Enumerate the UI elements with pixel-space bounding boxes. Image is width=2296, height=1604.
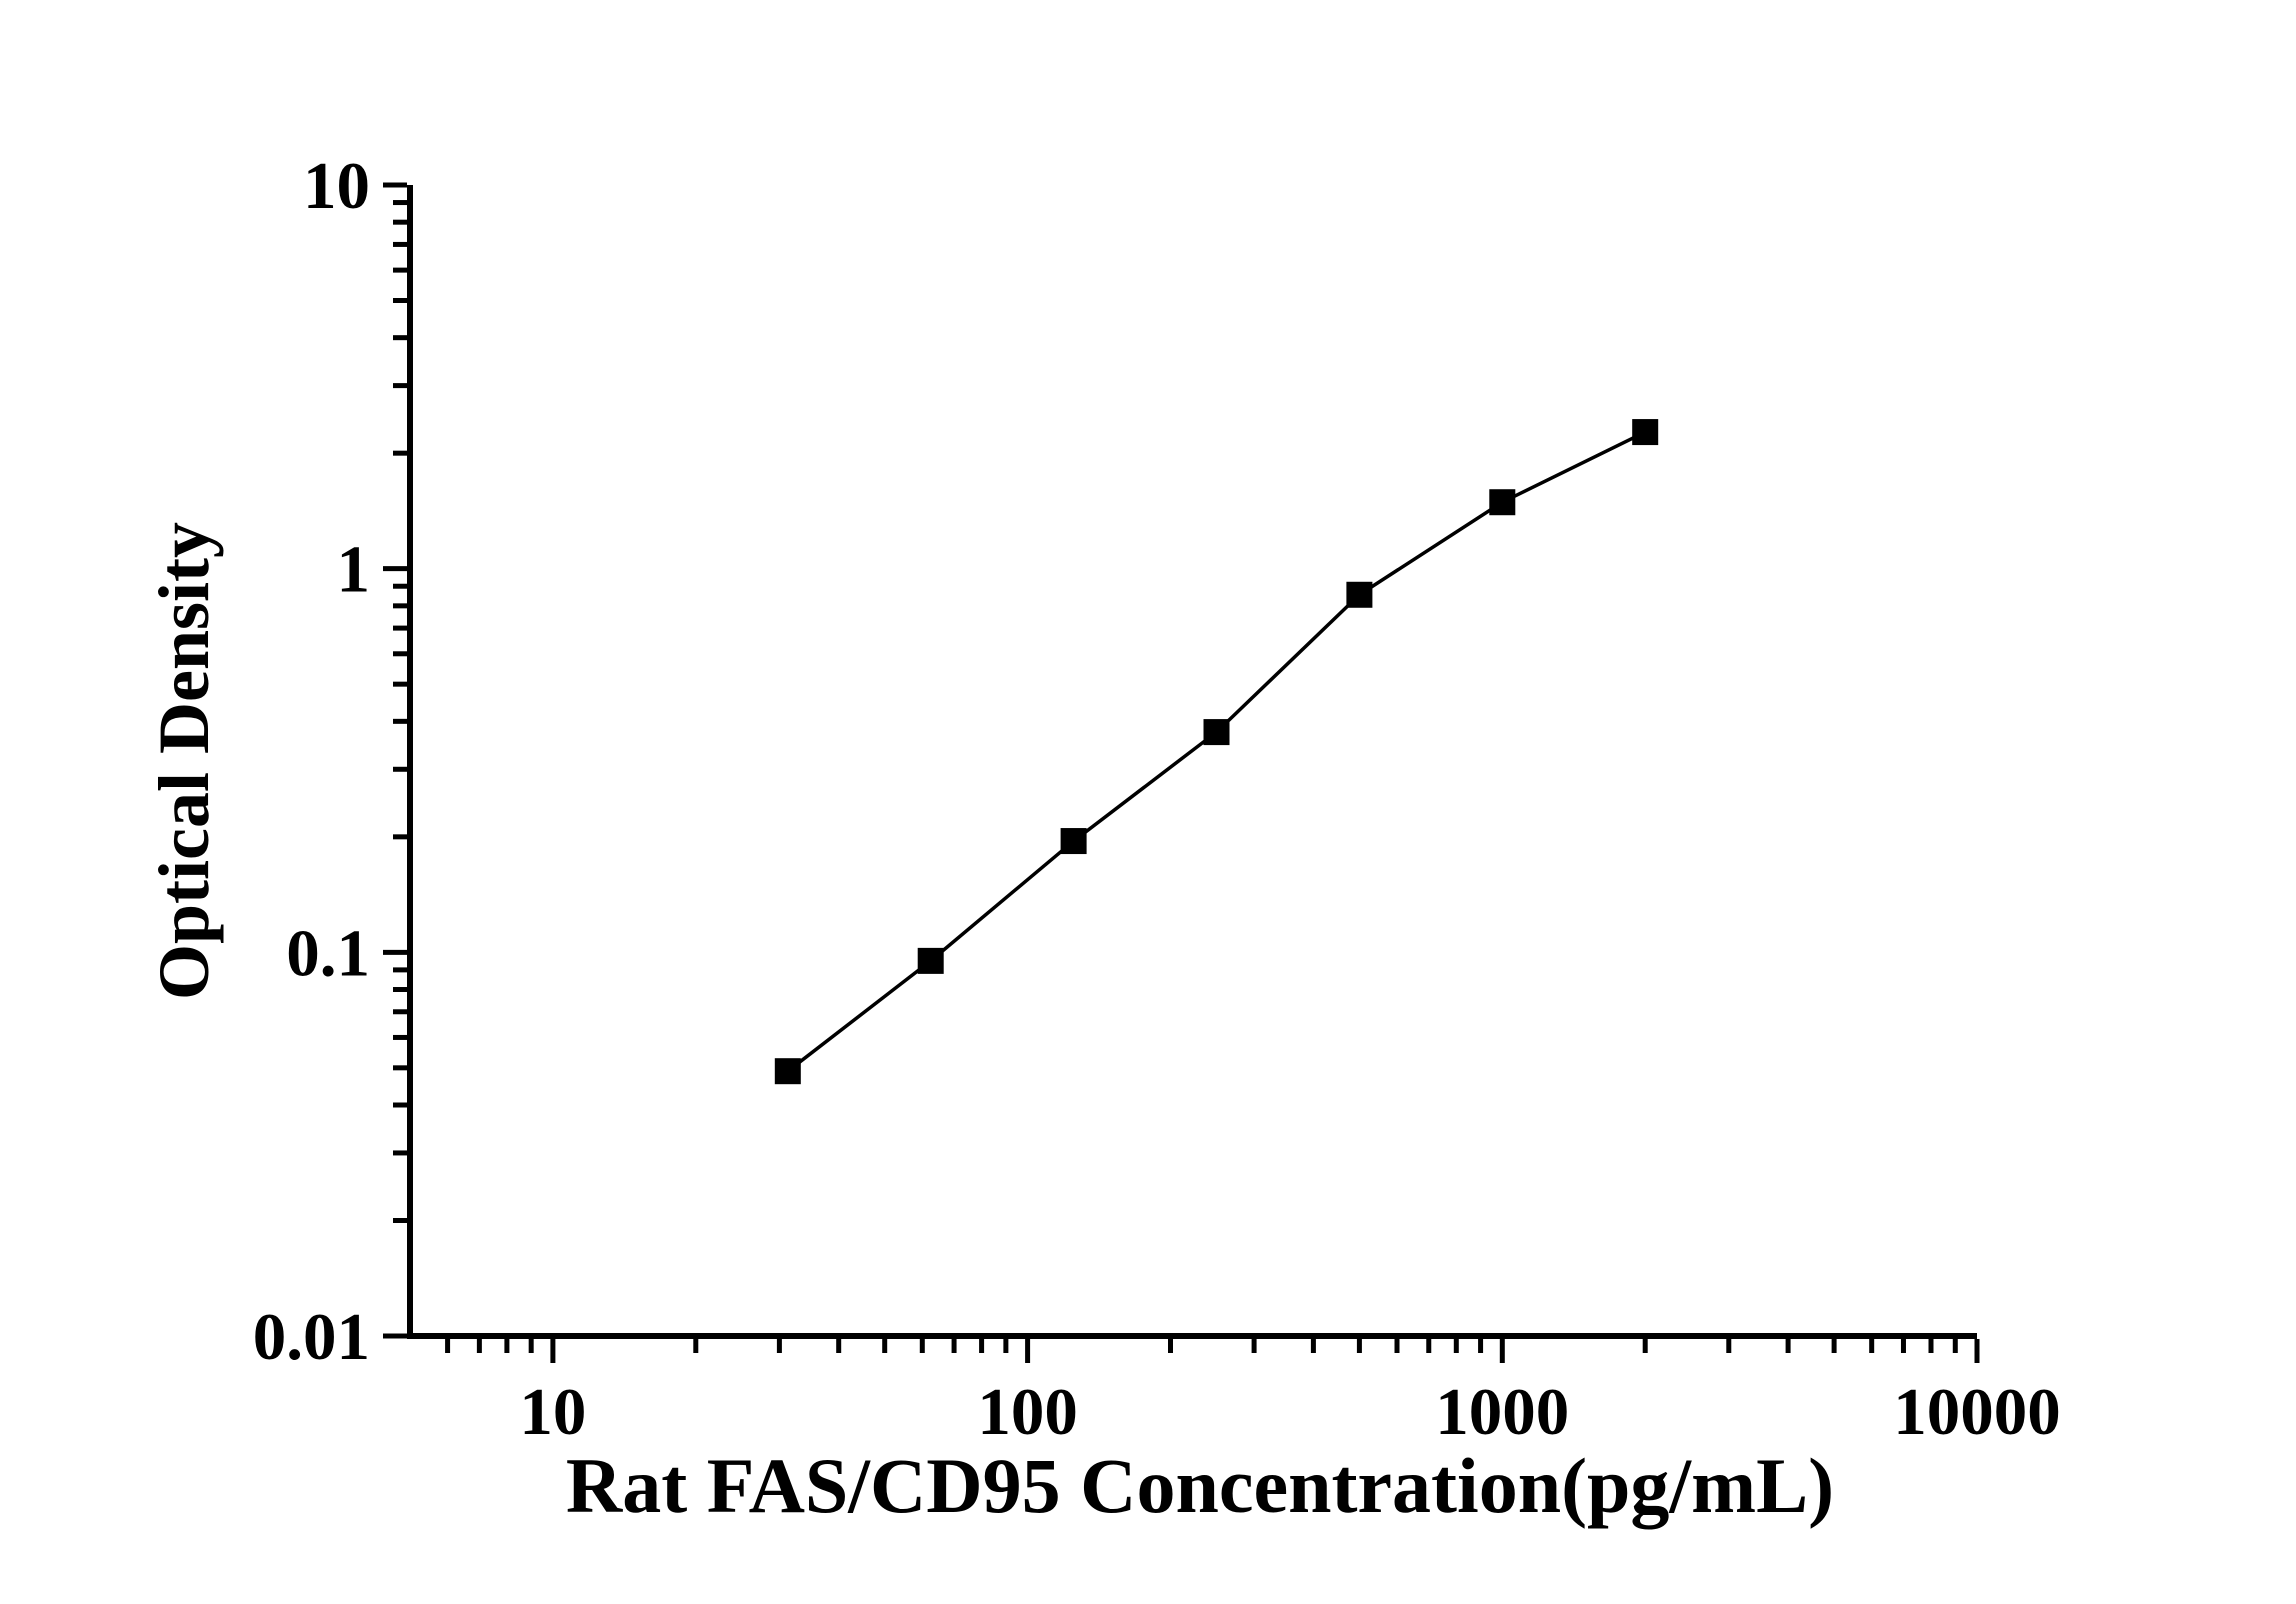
axis-tick-labels: 10 100 1000 10000 0.01 0.1 1 10 bbox=[253, 149, 2061, 1449]
data-point-marker bbox=[917, 947, 944, 974]
data-point-marker bbox=[1346, 581, 1373, 608]
x-tick-label: 10000 bbox=[1893, 1375, 2061, 1449]
x-axis-title: Rat FAS/CD95 Concentration(pg/mL) bbox=[566, 1442, 1834, 1529]
data-point-marker bbox=[774, 1058, 801, 1085]
data-point-marker bbox=[1060, 828, 1087, 855]
standard-curve-line bbox=[786, 430, 1646, 1073]
y-tick-label: 0.01 bbox=[253, 1300, 370, 1374]
data-point-marker bbox=[1632, 419, 1659, 446]
axis-ticks bbox=[383, 182, 1980, 1363]
x-tick-label: 100 bbox=[977, 1375, 1078, 1449]
data-point-marker bbox=[1489, 489, 1516, 516]
x-tick-label: 10 bbox=[519, 1375, 586, 1449]
y-tick-label: 1 bbox=[337, 533, 371, 607]
axes bbox=[407, 185, 1977, 1339]
data-point-marker bbox=[1203, 719, 1230, 746]
y-axis-title: Optical Density bbox=[144, 522, 224, 1000]
y-tick-label: 0.1 bbox=[286, 916, 370, 990]
x-tick-label: 1000 bbox=[1435, 1375, 1569, 1449]
y-tick-label: 10 bbox=[303, 149, 370, 223]
data-series bbox=[774, 419, 1659, 1085]
